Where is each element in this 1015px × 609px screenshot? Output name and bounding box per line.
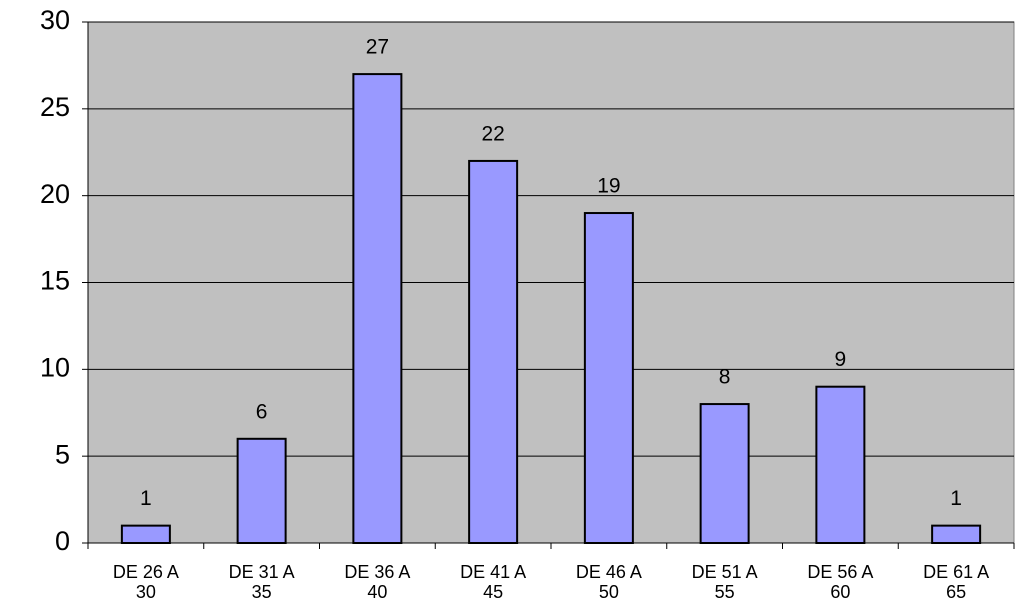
bar xyxy=(468,159,519,545)
data-label: 6 xyxy=(256,400,268,423)
x-tick-label: DE 41 A 45 xyxy=(460,562,527,602)
bar xyxy=(815,385,866,545)
x-tick-label: DE 51 A 55 xyxy=(691,562,758,602)
data-label: 1 xyxy=(140,487,152,510)
bar xyxy=(583,212,634,545)
x-tick-label: DE 56 A 60 xyxy=(807,562,874,602)
data-label: 1 xyxy=(950,487,962,510)
y-tick-label: 5 xyxy=(55,439,70,469)
data-label: 27 xyxy=(366,36,389,59)
bar xyxy=(236,437,287,544)
x-tick-label: DE 36 A 40 xyxy=(344,562,411,602)
y-tick-label: 30 xyxy=(40,5,70,35)
x-tick-label: DE 31 A 35 xyxy=(228,562,295,602)
bar xyxy=(352,73,403,544)
y-tick-label: 10 xyxy=(40,352,70,382)
x-tick-label: DE 61 A 65 xyxy=(923,562,990,602)
data-label: 9 xyxy=(835,348,847,371)
data-label: 22 xyxy=(481,122,504,145)
bar xyxy=(120,524,171,545)
y-tick-label: 20 xyxy=(40,179,70,209)
data-label: 19 xyxy=(597,175,620,198)
x-tick-label: DE 46 A 50 xyxy=(575,562,642,602)
bar xyxy=(931,524,982,545)
x-tick-label: DE 26 A 30 xyxy=(112,562,179,602)
y-tick-label: 15 xyxy=(40,266,70,296)
bar xyxy=(699,403,750,545)
data-label: 8 xyxy=(719,366,731,389)
y-tick-label: 25 xyxy=(40,92,70,122)
y-tick-label: 0 xyxy=(55,526,70,556)
